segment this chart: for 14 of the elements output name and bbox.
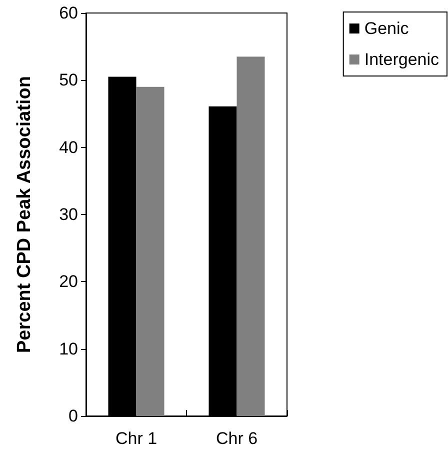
y-tick-label: 0 [68,406,78,426]
legend-label: Intergenic [364,50,440,69]
x-tick-label: Chr 6 [216,429,258,448]
y-tick-label: 60 [59,4,78,22]
x-tick-label: Chr 1 [115,429,158,448]
y-axis-title: Percent CPD Peak Association [14,76,35,354]
y-tick-label: 40 [59,138,78,157]
bar [136,86,164,416]
y-tick-label: 10 [59,339,78,358]
bar [236,56,265,416]
y-tick-label: 30 [59,205,78,224]
y-tick-label: 20 [59,272,78,292]
legend-label: Genic [364,19,410,38]
y-tick-label: 50 [59,70,78,90]
